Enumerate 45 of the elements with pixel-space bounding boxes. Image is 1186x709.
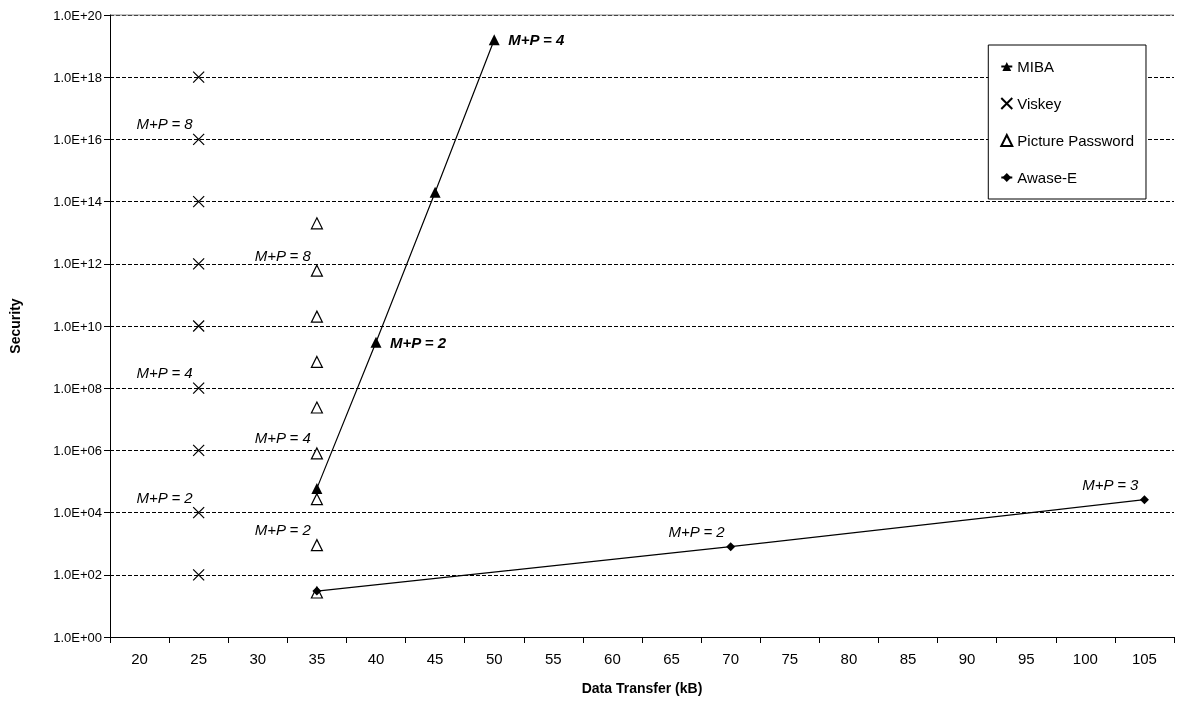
x-tick-label: 25 <box>190 650 208 667</box>
annotation: M+P = 3 <box>1082 475 1140 493</box>
x-tick-label: 105 <box>1131 650 1157 667</box>
y-tick-label: 1.0E+18 <box>53 69 102 85</box>
y-tick-label: 1.0E+12 <box>53 256 102 272</box>
annotation: M+P = 2 <box>254 521 312 539</box>
y-tick-label: 1.0E+02 <box>53 567 102 583</box>
x-tick-label: 95 <box>1017 650 1035 667</box>
x-tick-label: 50 <box>485 650 503 667</box>
x-tick-label: 45 <box>426 650 444 667</box>
y-tick-label: 1.0E+14 <box>53 194 102 210</box>
legend-label: Picture Password <box>1017 132 1135 149</box>
x-tick-label: 80 <box>840 650 858 667</box>
annotation: M+P = 2 <box>668 522 726 540</box>
x-tick-label: 70 <box>722 650 740 667</box>
x-tick-label: 35 <box>308 650 326 667</box>
x-axis-title: Data Transfer (kB) <box>581 680 703 696</box>
x-tick-label: 55 <box>544 650 562 667</box>
x-tick-label: 85 <box>899 650 917 667</box>
y-tick-label: 1.0E+04 <box>53 505 102 521</box>
annotation: M+P = 8 <box>254 246 312 264</box>
x-tick-label: 30 <box>249 650 267 667</box>
legend-label: Awase-E <box>1017 169 1078 186</box>
annotation: M+P = 4 <box>136 364 193 382</box>
annotation: M+P = 2 <box>136 488 194 506</box>
x-tick-label: 65 <box>663 650 680 667</box>
x-tick-label: 40 <box>367 650 385 667</box>
y-tick-label: 1.0E+10 <box>53 318 102 334</box>
x-tick-label: 20 <box>131 650 148 667</box>
x-tick-label: 100 <box>1072 650 1098 667</box>
y-axis-title: Security <box>7 298 23 354</box>
annotation: M+P = 2 <box>390 333 447 351</box>
x-tick-label: 75 <box>781 650 799 667</box>
y-tick-label: 1.0E+08 <box>53 380 102 396</box>
annotation: M+P = 4 <box>508 31 566 49</box>
annotation: M+P = 4 <box>254 429 311 447</box>
annotation: M+P = 8 <box>136 115 194 133</box>
legend-label: Viskey <box>1017 95 1062 112</box>
y-tick-label: 1.0E+06 <box>53 442 102 458</box>
x-tick-label: 90 <box>958 650 976 667</box>
y-tick-label: 1.0E+16 <box>53 131 102 147</box>
legend-label: MIBA <box>1017 58 1054 75</box>
x-tick-label: 60 <box>604 650 621 667</box>
y-tick-label: 1.0E+20 <box>53 7 102 23</box>
y-tick-label: 1.0E+00 <box>53 629 102 645</box>
